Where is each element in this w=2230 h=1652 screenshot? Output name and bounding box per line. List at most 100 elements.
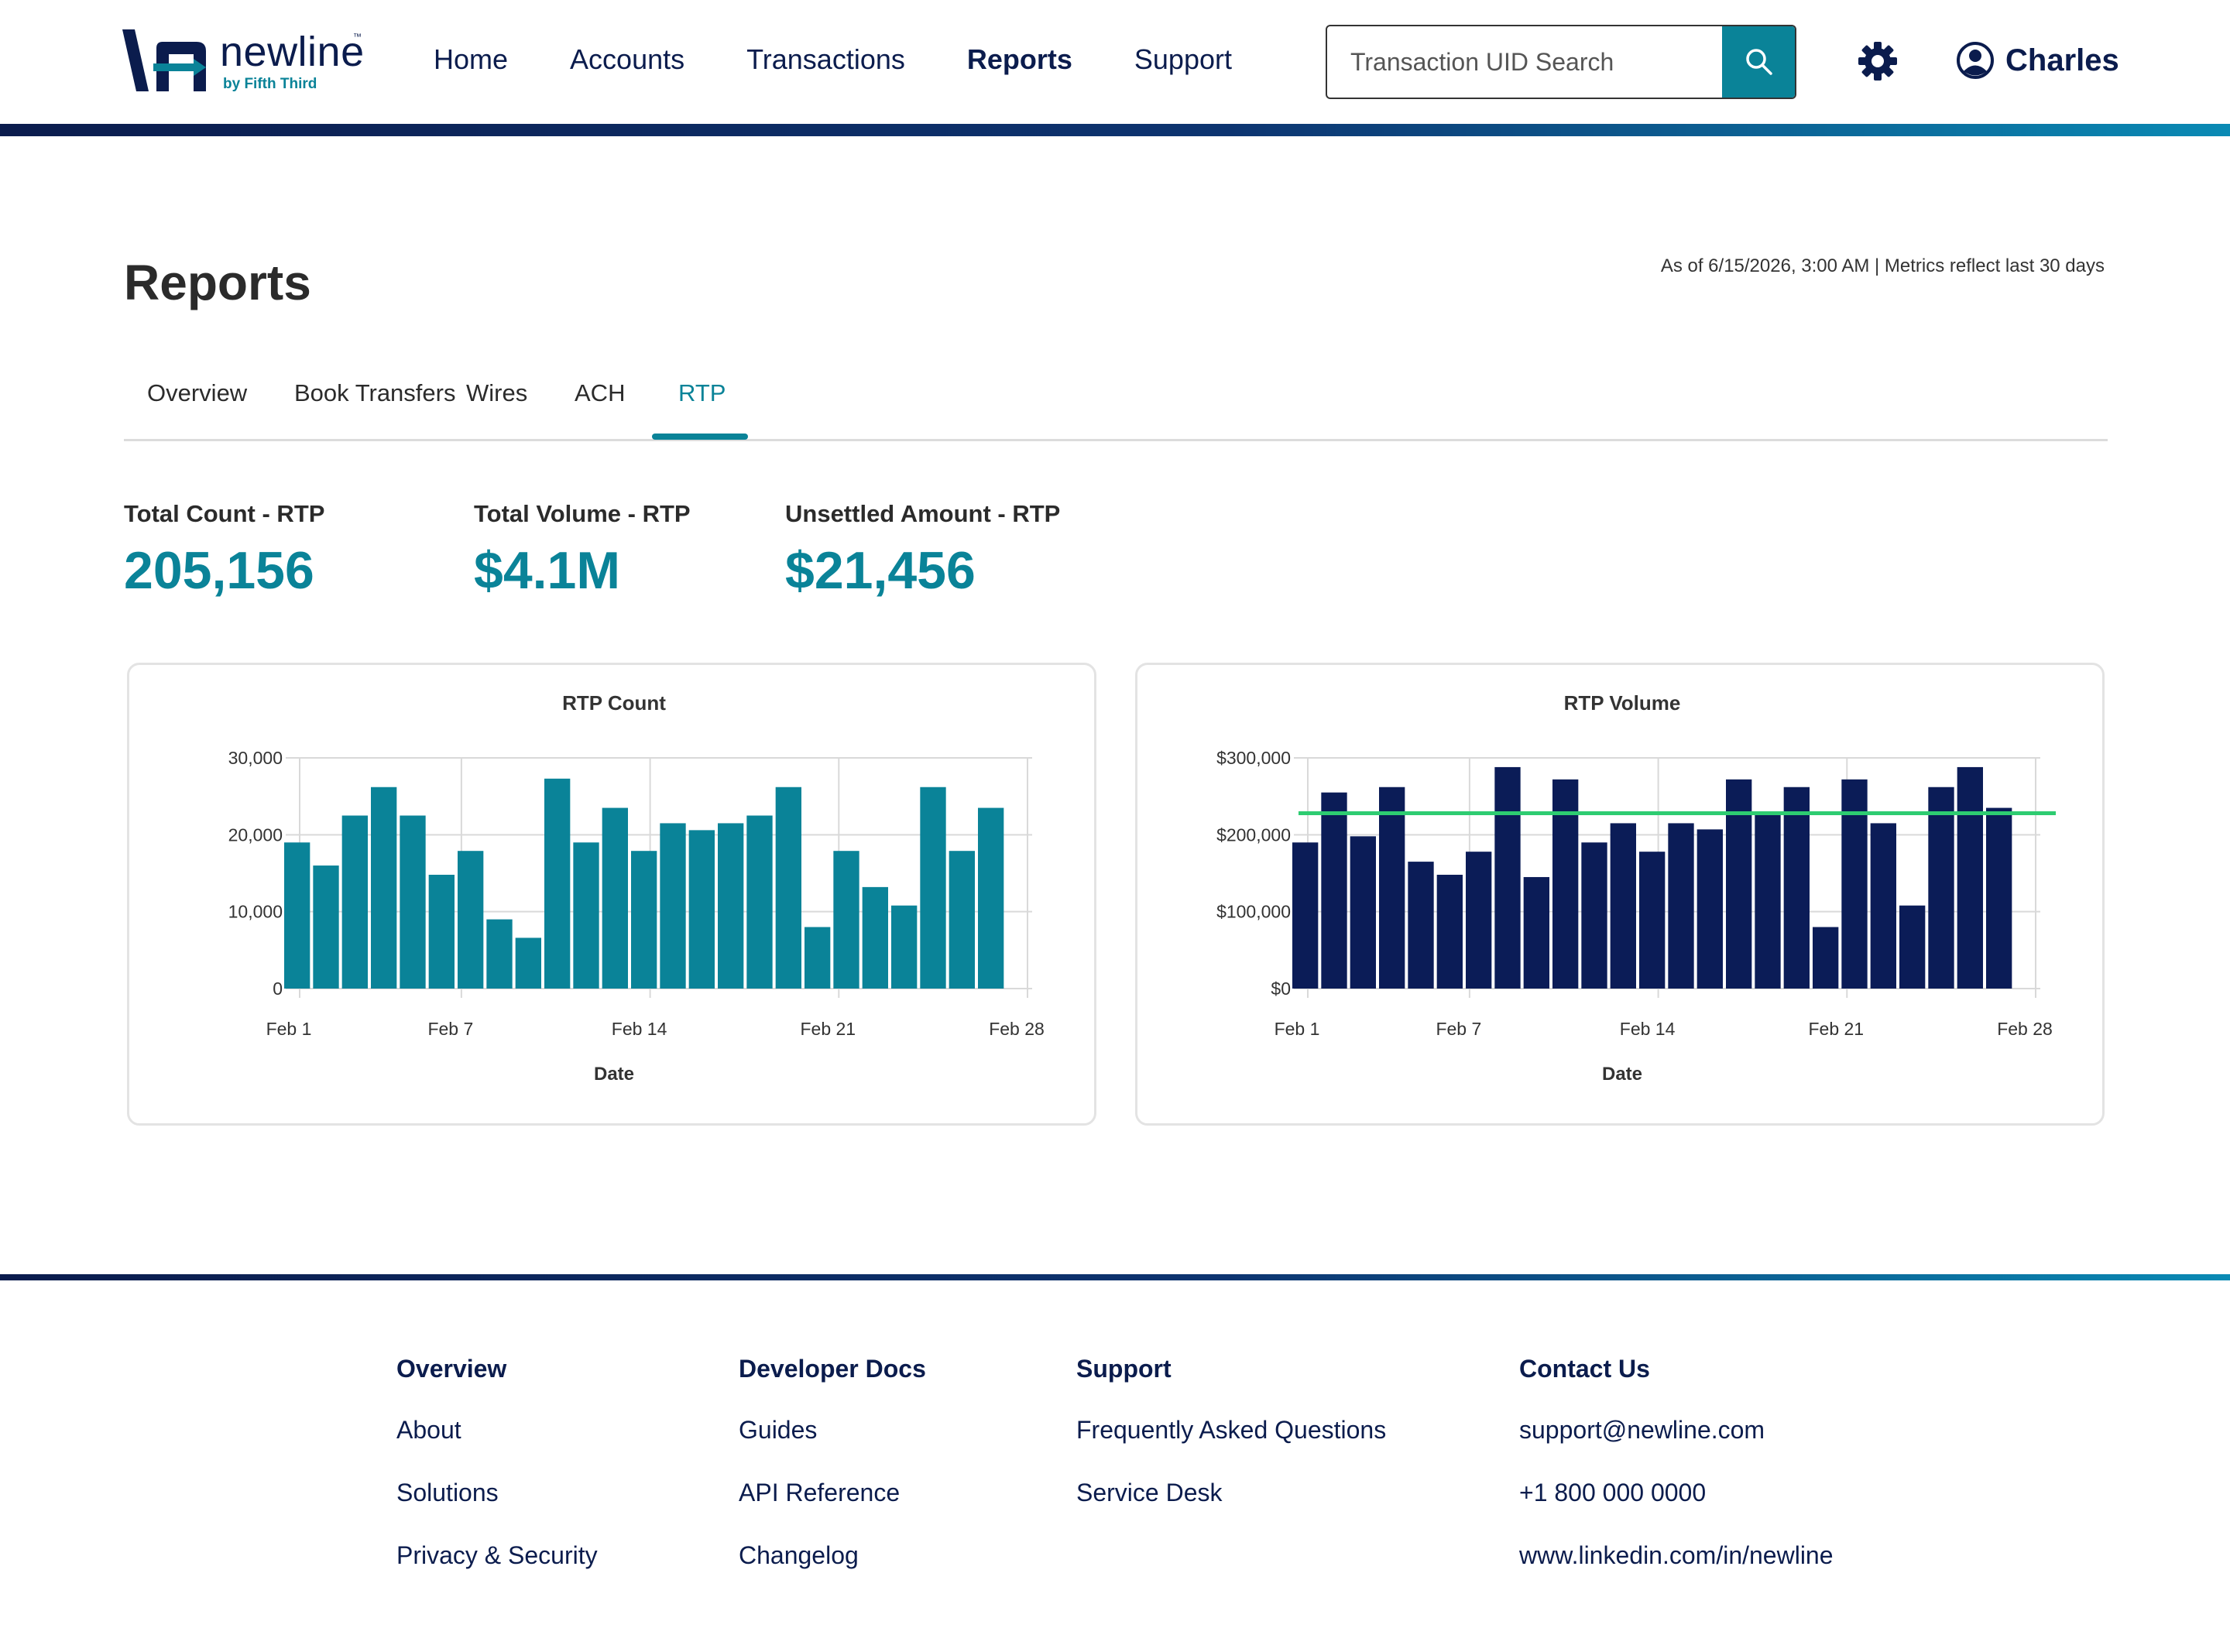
y-tick-label: 30,000: [228, 748, 283, 768]
bar: [573, 842, 599, 989]
tab-overview[interactable]: Overview: [147, 379, 248, 406]
footer-heading: Contact Us: [1519, 1355, 1650, 1383]
bar: [920, 787, 946, 989]
bar: [486, 919, 513, 989]
bar: [1292, 842, 1319, 989]
metric-label: Total Count - RTP: [124, 500, 325, 527]
bar: [428, 874, 455, 989]
bar: [1726, 779, 1752, 989]
settings-button[interactable]: [1857, 40, 1899, 82]
bar: [688, 830, 715, 989]
x-axis-label: Date: [594, 1064, 634, 1085]
metric-total-volume: Total Volume - RTP $4.1M: [474, 500, 691, 601]
bar: [341, 815, 368, 989]
transaction-search: [1326, 25, 1796, 99]
nav-home[interactable]: Home: [434, 43, 509, 75]
bar: [1813, 927, 1839, 989]
bar: [1321, 792, 1347, 989]
bar: [1928, 787, 1954, 989]
bar: [1552, 779, 1579, 989]
header-accent-bar: [0, 124, 2230, 136]
footer-link-phone[interactable]: +1 800 000 0000: [1519, 1479, 1707, 1506]
newline-logo[interactable]: newline ™ by Fifth Third: [122, 28, 378, 98]
x-tick-label: Feb 28: [1997, 1019, 2053, 1039]
footer-link-changelog[interactable]: Changelog: [739, 1541, 859, 1569]
metric-label: Total Volume - RTP: [474, 500, 691, 527]
footer-link-faq[interactable]: Frequently Asked Questions: [1076, 1416, 1387, 1444]
footer-heading: Overview: [396, 1355, 507, 1383]
rtp-count-chart: RTP Count 0 10,000 20,000 30,000 Feb 1 Feb 7 Fe…: [228, 691, 1045, 1085]
footer-col-overview: Overview About Solutions Privacy & Secur…: [396, 1355, 598, 1570]
footer-link-api-reference[interactable]: API Reference: [739, 1479, 901, 1506]
user-name: Charles: [2005, 43, 2119, 77]
bar: [544, 778, 571, 989]
main-nav: Home Accounts Transactions Reports Suppo…: [434, 43, 1294, 82]
page-title: Reports: [124, 255, 311, 310]
bar: [718, 823, 744, 989]
bar: [602, 807, 628, 989]
footer-link-privacy[interactable]: Privacy & Security: [396, 1541, 598, 1569]
newline-logo-mark: [122, 29, 206, 91]
metric-value: $21,456: [785, 541, 976, 600]
footer-link-linkedin[interactable]: www.linkedin.com/in/newline: [1519, 1541, 1834, 1569]
footer-col-support: Support Frequently Asked Questions Servi…: [1076, 1355, 1386, 1507]
bar: [400, 815, 426, 989]
bar: [1494, 766, 1521, 989]
footer-link-about[interactable]: About: [396, 1416, 461, 1444]
y-tick-label: $0: [1271, 979, 1291, 999]
rtp-volume-chart: RTP Volume $0 $100,000 $200,000 $300,000 Feb …: [1216, 691, 2056, 1085]
footer-col-contact: Contact Us support@newline.com +1 800 00…: [1519, 1355, 1834, 1570]
nav-reports[interactable]: Reports: [966, 43, 1072, 75]
x-tick-label: Feb 1: [266, 1019, 312, 1039]
nav-accounts[interactable]: Accounts: [570, 43, 685, 75]
x-tick-label: Feb 7: [427, 1019, 473, 1039]
bar: [515, 937, 541, 989]
y-tick-label: 10,000: [228, 902, 283, 922]
footer-heading: Developer Docs: [739, 1355, 926, 1383]
bar: [660, 823, 686, 989]
search-button[interactable]: [1722, 26, 1795, 98]
tab-rtp[interactable]: RTP: [678, 379, 726, 406]
metric-unsettled-amount: Unsettled Amount - RTP $21,456: [785, 500, 1060, 601]
bar: [1755, 813, 1781, 989]
search-input[interactable]: [1327, 26, 1724, 98]
x-axis-label: Date: [1602, 1064, 1642, 1085]
footer-link-guides[interactable]: Guides: [739, 1416, 818, 1444]
x-tick-label: Feb 1: [1275, 1019, 1320, 1039]
tab-book-transfers[interactable]: Book Transfers: [294, 379, 456, 406]
bar: [833, 851, 859, 989]
logo-subtitle: by Fifth Third: [223, 76, 317, 92]
bar: [1581, 842, 1607, 989]
footer-link-service-desk[interactable]: Service Desk: [1076, 1479, 1223, 1506]
report-tabs: Overview Book Transfers Wires ACH RTP: [124, 364, 2108, 441]
bar: [862, 886, 888, 989]
search-icon: [1746, 49, 1772, 75]
rtp-count-chart-card: RTP Count 0 10,000 20,000 30,000 Feb 1 Feb 7 Fe…: [127, 663, 1096, 1126]
footer-col-developer-docs: Developer Docs Guides API Reference Chan…: [739, 1355, 926, 1570]
y-tick-label: $300,000: [1216, 748, 1291, 768]
bar: [949, 851, 975, 989]
bar: [458, 851, 484, 989]
y-tick-label: $100,000: [1216, 902, 1291, 922]
tab-ach[interactable]: ACH: [575, 379, 626, 406]
tab-wires[interactable]: Wires: [466, 379, 528, 406]
gear-icon: [1858, 42, 1897, 81]
metric-value: $4.1M: [474, 541, 620, 600]
x-tick-label: Feb 14: [612, 1019, 667, 1039]
bar: [1379, 787, 1405, 989]
footer-link-email[interactable]: support@newline.com: [1519, 1416, 1765, 1444]
nav-support[interactable]: Support: [1134, 43, 1232, 75]
x-tick-label: Feb 21: [1808, 1019, 1864, 1039]
bar: [1697, 829, 1723, 989]
x-tick-label: Feb 14: [1620, 1019, 1676, 1039]
y-tick-label: 20,000: [228, 824, 283, 845]
footer-link-solutions[interactable]: Solutions: [396, 1479, 499, 1506]
bar: [978, 807, 1004, 989]
bar: [1466, 852, 1492, 989]
bar: [1350, 836, 1376, 989]
bar: [1783, 787, 1810, 989]
bar: [1899, 905, 1926, 989]
user-menu[interactable]: Charles: [1956, 39, 2119, 82]
nav-transactions[interactable]: Transactions: [746, 43, 905, 75]
bar: [313, 865, 339, 989]
